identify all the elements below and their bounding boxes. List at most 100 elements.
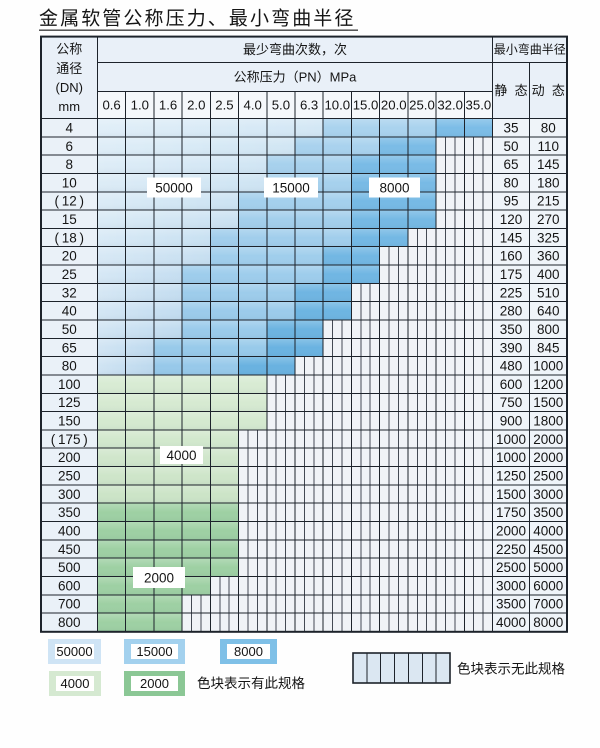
svg-text:2.5: 2.5 — [215, 98, 233, 113]
svg-text:80: 80 — [541, 120, 556, 135]
svg-text:800: 800 — [537, 322, 560, 337]
svg-text:35: 35 — [503, 120, 518, 135]
svg-text:7000: 7000 — [533, 597, 563, 612]
svg-text:4.0: 4.0 — [244, 98, 262, 113]
svg-text:( 175 ): ( 175 ) — [51, 432, 88, 447]
svg-text:350: 350 — [58, 505, 81, 520]
svg-text:5000: 5000 — [533, 560, 563, 575]
svg-text:110: 110 — [537, 139, 559, 154]
svg-text:2000: 2000 — [496, 523, 526, 538]
svg-text:225: 225 — [500, 285, 523, 300]
svg-text:80: 80 — [62, 359, 77, 374]
svg-text:8: 8 — [65, 157, 73, 172]
svg-text:510: 510 — [537, 285, 560, 300]
svg-text:8000: 8000 — [533, 615, 563, 630]
svg-text:最少弯曲次数，次: 最少弯曲次数，次 — [243, 42, 347, 57]
svg-text:4000: 4000 — [496, 615, 526, 630]
svg-text:700: 700 — [58, 597, 81, 612]
svg-text:1800: 1800 — [533, 414, 563, 429]
svg-text:800: 800 — [58, 615, 81, 630]
svg-text:金属软管公称压力、最小弯曲半径: 金属软管公称压力、最小弯曲半径 — [39, 8, 356, 30]
svg-text:160: 160 — [500, 249, 523, 264]
svg-text:480: 480 — [500, 359, 523, 374]
svg-text:300: 300 — [58, 487, 81, 502]
svg-text:色块表示无此规格: 色块表示无此规格 — [457, 661, 565, 677]
svg-text:3000: 3000 — [496, 578, 526, 593]
svg-text:15: 15 — [62, 212, 77, 227]
svg-text:动 态: 动 态 — [532, 83, 565, 98]
svg-text:25: 25 — [62, 267, 77, 282]
svg-text:600: 600 — [58, 578, 81, 593]
svg-text:270: 270 — [537, 212, 560, 227]
svg-text:8000: 8000 — [379, 180, 409, 195]
svg-text:600: 600 — [500, 377, 523, 392]
svg-text:32.0: 32.0 — [437, 98, 463, 113]
svg-text:100: 100 — [58, 377, 81, 392]
svg-text:215: 215 — [537, 194, 560, 209]
svg-text:公称: 公称 — [56, 42, 82, 57]
svg-text:4000: 4000 — [533, 523, 563, 538]
svg-text:1200: 1200 — [533, 377, 563, 392]
svg-text:5.0: 5.0 — [272, 98, 290, 113]
svg-text:公称压力（PN）MPa: 公称压力（PN）MPa — [234, 70, 358, 85]
svg-text:640: 640 — [537, 304, 560, 319]
svg-text:1250: 1250 — [496, 469, 526, 484]
svg-text:2250: 2250 — [496, 542, 526, 557]
svg-text:95: 95 — [503, 194, 518, 209]
svg-text:4000: 4000 — [166, 448, 196, 463]
svg-text:750: 750 — [500, 395, 523, 410]
svg-text:175: 175 — [500, 267, 523, 282]
svg-text:1000: 1000 — [496, 450, 526, 465]
svg-text:35.0: 35.0 — [466, 98, 492, 113]
svg-text:20: 20 — [62, 249, 77, 264]
svg-text:6.3: 6.3 — [300, 98, 318, 113]
svg-text:1500: 1500 — [496, 487, 526, 502]
svg-text:80: 80 — [503, 175, 518, 190]
svg-text:3500: 3500 — [496, 597, 526, 612]
svg-text:32: 32 — [62, 285, 77, 300]
svg-text:50000: 50000 — [56, 644, 92, 659]
svg-text:50000: 50000 — [155, 180, 193, 195]
svg-text:50: 50 — [503, 139, 518, 154]
svg-text:6: 6 — [65, 139, 73, 154]
svg-text:15000: 15000 — [136, 644, 172, 659]
svg-text:50: 50 — [62, 322, 77, 337]
svg-text:2500: 2500 — [496, 560, 526, 575]
svg-text:145: 145 — [500, 230, 523, 245]
svg-text:65: 65 — [62, 340, 77, 355]
svg-text:400: 400 — [537, 267, 560, 282]
svg-text:125: 125 — [58, 395, 81, 410]
svg-text:4500: 4500 — [533, 542, 563, 557]
svg-text:10: 10 — [62, 175, 77, 190]
svg-text:65: 65 — [503, 157, 518, 172]
svg-text:450: 450 — [58, 542, 81, 557]
svg-text:900: 900 — [500, 414, 523, 429]
svg-text:(DN): (DN) — [56, 80, 83, 95]
svg-text:10.0: 10.0 — [324, 98, 350, 113]
svg-text:2000: 2000 — [533, 450, 563, 465]
svg-text:500: 500 — [58, 560, 81, 575]
svg-text:2000: 2000 — [140, 676, 169, 691]
svg-text:390: 390 — [500, 340, 523, 355]
svg-text:3500: 3500 — [533, 505, 563, 520]
svg-text:2.0: 2.0 — [187, 98, 205, 113]
svg-text:0.6: 0.6 — [102, 98, 120, 113]
svg-text:25.0: 25.0 — [409, 98, 435, 113]
svg-text:250: 250 — [58, 469, 81, 484]
svg-text:120: 120 — [500, 212, 523, 227]
svg-text:3000: 3000 — [533, 487, 563, 502]
svg-text:2000: 2000 — [533, 432, 563, 447]
svg-text:1750: 1750 — [496, 505, 526, 520]
svg-text:15000: 15000 — [272, 180, 310, 195]
svg-text:6000: 6000 — [533, 578, 563, 593]
svg-text:4: 4 — [65, 120, 73, 135]
svg-text:最小弯曲半径: 最小弯曲半径 — [494, 42, 566, 57]
svg-text:( 18 ): ( 18 ) — [55, 230, 84, 245]
svg-text:200: 200 — [58, 450, 81, 465]
svg-text:1.6: 1.6 — [159, 98, 177, 113]
svg-text:180: 180 — [537, 175, 560, 190]
svg-text:145: 145 — [537, 157, 560, 172]
svg-text:4000: 4000 — [61, 676, 90, 691]
svg-text:mm: mm — [58, 99, 80, 114]
svg-text:8000: 8000 — [234, 644, 263, 659]
